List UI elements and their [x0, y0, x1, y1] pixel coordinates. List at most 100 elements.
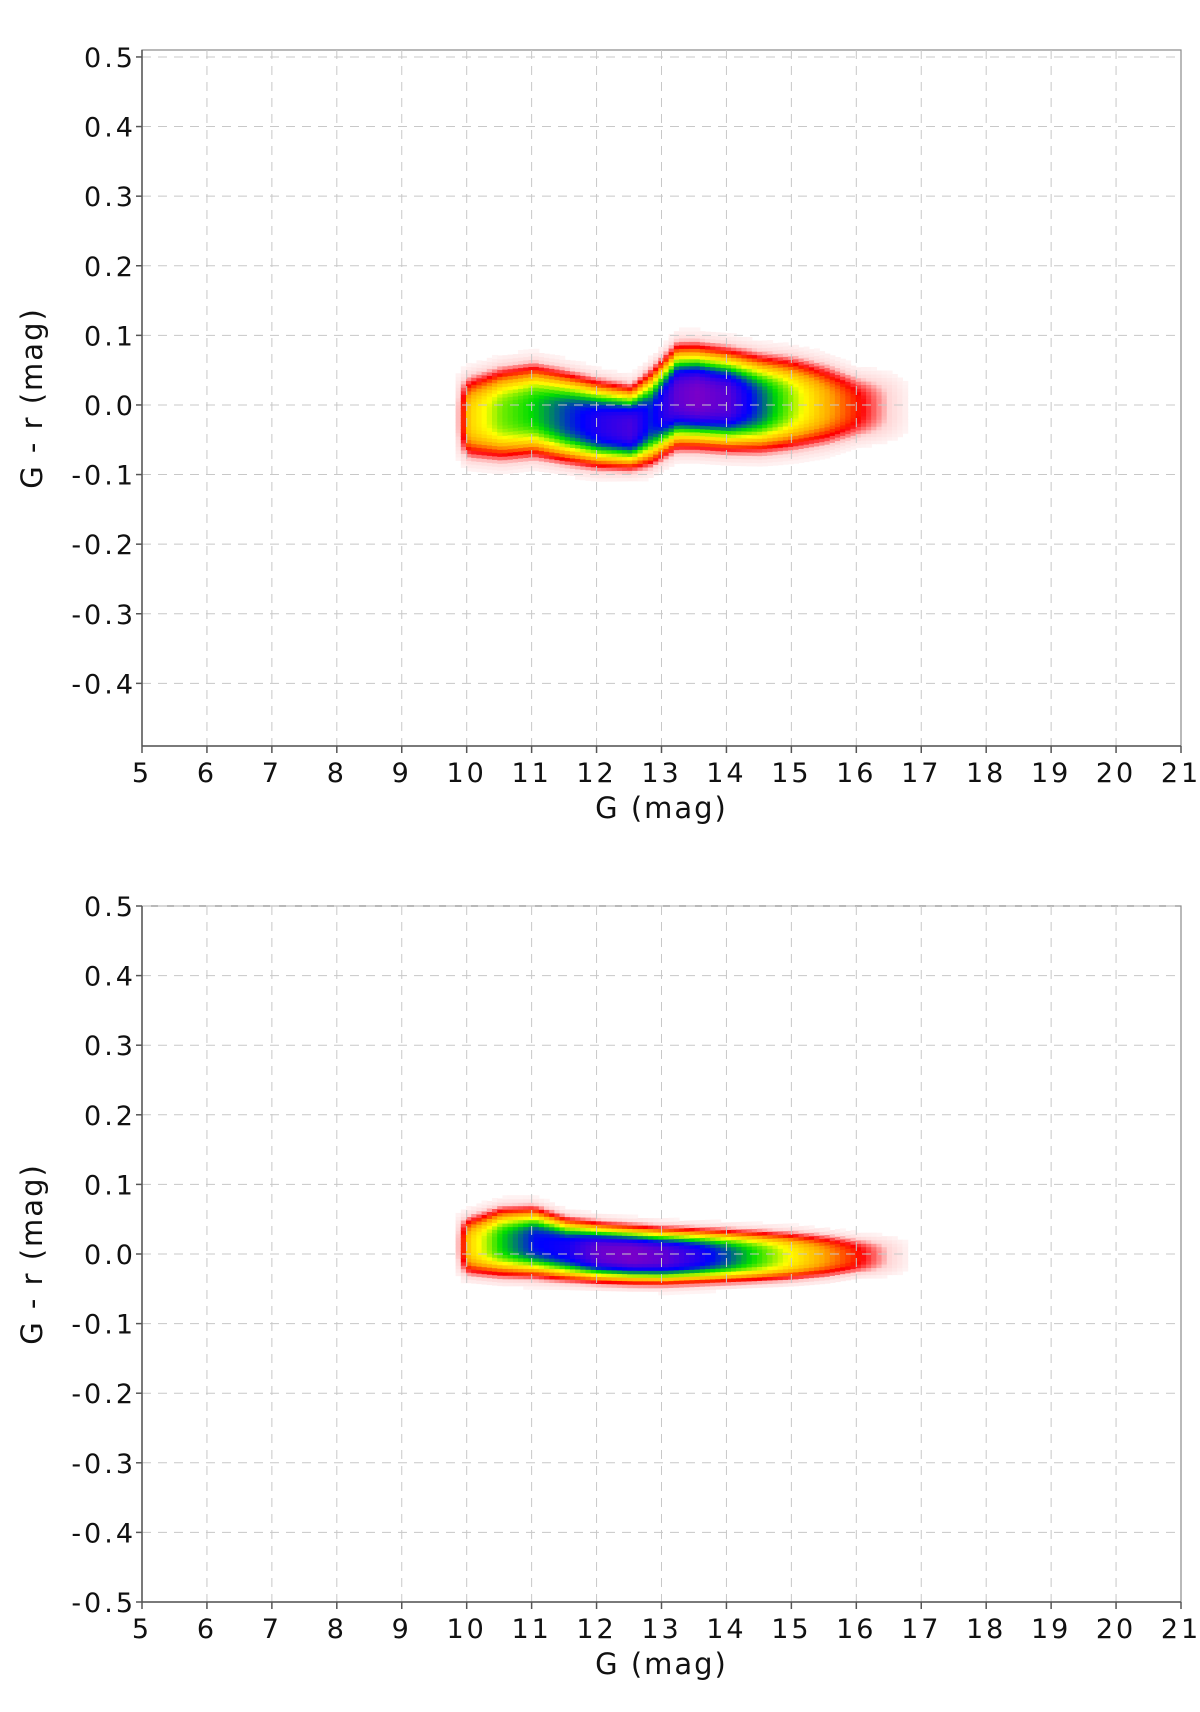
x-tick-label: 17	[901, 758, 941, 789]
density-cell	[564, 453, 571, 458]
density-cell	[699, 425, 706, 430]
density-cell	[788, 428, 794, 433]
density-cell	[585, 1279, 592, 1284]
density-cell	[715, 1271, 722, 1276]
density-cell	[684, 386, 690, 391]
density-cell	[679, 452, 685, 457]
density-cell	[621, 1242, 628, 1247]
density-cell	[658, 395, 665, 400]
density-cell	[502, 428, 509, 433]
density-cell	[808, 1260, 815, 1265]
density-cell	[840, 1231, 846, 1236]
density-cell	[798, 1243, 805, 1248]
density-cell	[814, 456, 820, 461]
density-cell	[731, 1225, 737, 1230]
density-cell	[533, 1198, 540, 1203]
density-cell	[627, 1238, 633, 1243]
density-cell	[741, 389, 748, 394]
density-cell	[528, 380, 535, 385]
density-cell	[637, 1266, 644, 1271]
density-cell	[819, 392, 826, 397]
density-cell	[824, 395, 831, 400]
density-cell	[897, 433, 903, 438]
density-cell	[601, 449, 607, 454]
density-cell	[757, 375, 763, 380]
density-cell	[808, 1256, 815, 1261]
density-cell	[533, 439, 540, 444]
density-cell	[762, 431, 768, 436]
density-cell	[580, 375, 587, 380]
density-cell	[876, 415, 883, 420]
density-cell	[601, 467, 607, 472]
density-cell	[782, 1268, 789, 1273]
density-cell	[803, 377, 810, 382]
density-cell	[705, 373, 711, 378]
density-cell	[705, 376, 711, 381]
density-cell	[585, 448, 592, 453]
density-cell	[731, 1267, 737, 1272]
density-cell	[538, 377, 545, 382]
density-cell	[699, 400, 706, 405]
density-cell	[632, 397, 639, 402]
density-cell	[829, 1264, 836, 1269]
density-cell	[793, 1278, 800, 1283]
density-cell	[507, 1240, 514, 1245]
density-cell	[710, 1271, 716, 1276]
density-cell	[840, 1277, 846, 1282]
density-cell	[684, 1276, 690, 1281]
density-cell	[481, 465, 488, 470]
density-cell	[663, 399, 670, 404]
density-cell	[824, 433, 831, 438]
density-cell	[881, 436, 888, 441]
density-cell	[606, 387, 613, 392]
density-cell	[892, 387, 898, 392]
density-cell	[575, 1268, 581, 1273]
density-cell	[575, 427, 581, 432]
density-cell	[595, 411, 602, 416]
density-cell	[689, 1272, 696, 1277]
density-cell	[705, 1268, 711, 1273]
density-cell	[538, 440, 545, 445]
density-cell	[694, 386, 701, 391]
density-cell	[601, 1241, 607, 1246]
density-cell	[533, 411, 540, 416]
density-cell	[538, 1223, 545, 1228]
density-cell	[715, 408, 722, 413]
density-cell	[663, 1263, 670, 1268]
density-cell	[725, 409, 732, 414]
density-cell	[840, 1259, 846, 1264]
density-cell	[523, 373, 529, 378]
density-cell	[497, 369, 503, 374]
density-cell	[564, 1261, 571, 1266]
density-cell	[699, 1289, 706, 1294]
density-cell	[782, 422, 789, 427]
density-cell	[819, 361, 826, 366]
density-cell	[658, 346, 665, 351]
density-cell	[684, 449, 690, 454]
density-cell	[492, 1211, 498, 1216]
density-cell	[564, 384, 571, 389]
density-cell	[834, 1257, 841, 1262]
density-cell	[528, 460, 535, 465]
density-cell	[585, 1241, 592, 1246]
density-cell	[762, 1280, 768, 1285]
density-cell	[819, 1241, 826, 1246]
density-cell	[507, 1257, 514, 1262]
density-cell	[819, 413, 826, 418]
density-cell	[694, 348, 701, 353]
density-cell	[554, 372, 561, 377]
density-cell	[834, 419, 841, 424]
density-cell	[725, 343, 732, 348]
density-cell	[668, 417, 675, 422]
density-cell	[538, 415, 545, 420]
density-cell	[767, 1276, 774, 1281]
density-cell	[569, 433, 576, 438]
density-cell	[647, 1284, 654, 1289]
density-cell	[549, 371, 555, 376]
density-cell	[736, 350, 742, 355]
density-cell	[627, 466, 633, 471]
density-cell	[575, 468, 581, 473]
density-cell	[544, 1233, 550, 1238]
density-cell	[481, 413, 488, 418]
density-cell	[751, 358, 758, 363]
